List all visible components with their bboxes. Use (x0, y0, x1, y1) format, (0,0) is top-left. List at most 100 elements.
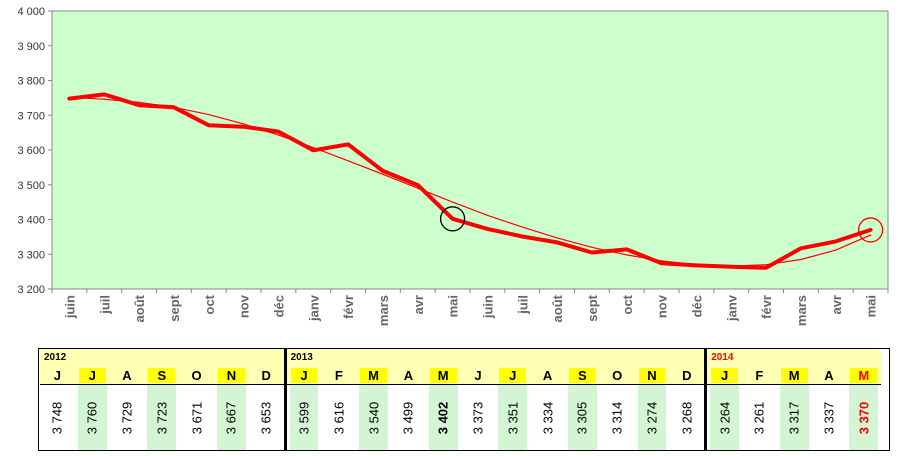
highlight-circle (857, 217, 884, 243)
data-point (799, 246, 803, 250)
x-tick-label: mai (864, 295, 879, 317)
value-cell: 3 334 (533, 385, 562, 450)
x-tick-label: oct (620, 294, 635, 314)
x-tick-label: sept (167, 294, 182, 321)
month-initial: J (78, 368, 106, 383)
year-block: 2014 J 3 264 F 3 261 M 3 317 A 3 337 M 3 370 (707, 349, 882, 450)
data-point (381, 169, 385, 173)
value-text: 3 351 (505, 401, 521, 434)
x-tick-label: oct (202, 294, 217, 314)
month-initial: O (191, 368, 202, 383)
value-cell: 3 402 (428, 385, 458, 450)
year-divider (704, 349, 708, 450)
value-text: 3 402 (435, 401, 451, 434)
month-initial: J (53, 368, 62, 383)
value-text: 3 667 (223, 401, 239, 434)
value-cell: 3 599 (289, 385, 319, 450)
value-text: 3 314 (609, 401, 625, 434)
month-initial: M (850, 368, 878, 383)
data-point (834, 239, 838, 243)
month-initial: M (780, 368, 808, 383)
value-text: 3 760 (84, 401, 100, 434)
value-text: 3 373 (470, 401, 486, 434)
value-text: 3 337 (821, 401, 837, 434)
value-cell: 3 351 (498, 385, 528, 450)
marker-layer (439, 206, 884, 243)
value-cell: 3 373 (464, 385, 493, 450)
monthly-values-table: 2012 J 3 748 J 3 760 A 3 729 S 3 723 O 3 671 N 3 667… (38, 348, 890, 451)
x-tick-label: févr (759, 295, 774, 319)
x-tick-label: déc (689, 295, 704, 317)
value-text: 3 370 (856, 401, 872, 434)
data-point (346, 142, 350, 146)
value-text: 3 599 (296, 401, 312, 434)
month-initial: J (499, 368, 527, 383)
data-point (590, 251, 594, 255)
trend-point (556, 237, 558, 239)
x-tick-label: sept (585, 294, 600, 321)
month-initial: A (542, 368, 553, 383)
x-tick-label: juil (515, 295, 530, 315)
value-text: 3 729 (119, 401, 135, 434)
data-point (555, 240, 559, 244)
data-point (137, 103, 141, 107)
line-chart: 3 200 3 300 3 400 3 500 3 600 3 700 3 800 3 900… (17, 6, 889, 326)
value-cell: 3 274 (637, 385, 667, 450)
y-tick-label: 3 200 (17, 284, 45, 296)
plot-area (51, 10, 889, 290)
trend-point (417, 187, 419, 189)
data-point (520, 235, 524, 239)
trend-point (486, 214, 489, 216)
y-tick-label: 3 900 (17, 41, 45, 53)
year-block: 2013 J 3 599 F 3 616 M 3 540 A 3 499 M 3 402 J 3 373… (286, 349, 705, 450)
month-initial: O (612, 368, 623, 383)
x-tick-label: avr (411, 295, 426, 315)
trend-point (695, 264, 698, 266)
trend-point (835, 249, 837, 251)
x-tick-label: janv (724, 294, 739, 322)
value-text: 3 540 (366, 401, 382, 434)
data-point (207, 123, 211, 127)
value-cell: 3 370 (849, 385, 879, 450)
trend-point (312, 146, 314, 149)
trend-point (521, 226, 523, 228)
month-initial: N (638, 368, 666, 383)
trend-point (451, 201, 454, 203)
value-text: 3 268 (679, 401, 695, 434)
value-text: 3 274 (644, 401, 660, 434)
value-text: 3 305 (574, 401, 590, 434)
value-cell: 3 314 (603, 385, 632, 450)
x-tick-label: juil (97, 295, 112, 315)
y-axis: 3 200 3 300 3 400 3 500 3 600 3 700 3 800 3 900… (17, 6, 52, 296)
data-point (764, 266, 768, 270)
value-text: 3 616 (331, 401, 347, 434)
trend-point (730, 265, 732, 267)
month-initial: F (334, 368, 343, 383)
trend-point (347, 160, 349, 162)
y-tick-label: 3 700 (17, 110, 45, 122)
x-tick-label: mars (376, 295, 391, 326)
year-label: 2012 (44, 352, 67, 363)
month-initial: A (122, 368, 132, 383)
value-text: 3 748 (49, 401, 65, 434)
value-cell: 3 499 (394, 385, 423, 450)
trend-point (382, 173, 384, 175)
year-label: 2014 (711, 352, 734, 363)
trend-point (626, 254, 628, 256)
y-tick-label: 3 600 (17, 145, 45, 157)
x-tick-label: avr (829, 295, 844, 315)
x-tick-label: mars (794, 295, 809, 326)
month-initial: A (403, 368, 414, 383)
y-tick-label: 3 800 (17, 76, 45, 88)
month-initial: N (218, 368, 245, 383)
data-point (451, 217, 455, 221)
value-cell: 3 671 (182, 385, 211, 450)
highlight-circle (439, 206, 466, 232)
data-point (242, 125, 246, 129)
data-point (869, 228, 873, 232)
value-cell: 3 653 (252, 385, 281, 450)
year-divider (283, 349, 287, 450)
data-point (660, 261, 664, 265)
year-label: 2013 (290, 352, 313, 363)
trend-point (660, 260, 663, 262)
